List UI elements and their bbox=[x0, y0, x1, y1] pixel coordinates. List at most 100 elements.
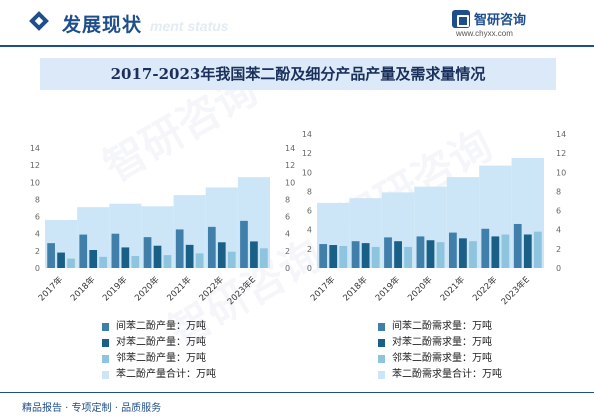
y-tick-label-right: 8 bbox=[285, 195, 290, 204]
bar-meta bbox=[351, 241, 360, 268]
legend-label: 对苯二酚需求量：万吨 bbox=[392, 337, 492, 348]
y-tick-label-right: 4 bbox=[556, 226, 561, 235]
y-tick-label-left: 2 bbox=[307, 245, 312, 254]
y-tick-label-left: 2 bbox=[35, 247, 40, 256]
logo-icon bbox=[452, 10, 470, 28]
legend-label: 苯二酚产量合计：万吨 bbox=[116, 369, 216, 380]
bar-ortho bbox=[163, 255, 172, 268]
y-tick-label-right: 12 bbox=[556, 149, 566, 158]
legend-label: 邻苯二酚需求量：万吨 bbox=[392, 353, 492, 364]
bar-ortho bbox=[195, 253, 204, 268]
bar-ortho bbox=[436, 242, 445, 268]
y-tick-label-right: 14 bbox=[285, 144, 295, 153]
bar-para bbox=[426, 240, 435, 268]
section-title: 发展现状 bbox=[62, 14, 143, 36]
page-header: 发展现状 ment status 智研咨询 www.chyxx.com bbox=[0, 0, 594, 47]
bar-ortho bbox=[371, 246, 380, 268]
bar-ortho bbox=[339, 245, 348, 268]
y-tick-label-right: 2 bbox=[556, 245, 561, 254]
bar-meta bbox=[513, 223, 522, 268]
bar-meta bbox=[384, 237, 392, 268]
y-tick-label-left: 10 bbox=[30, 178, 40, 187]
y-tick-label-left: 14 bbox=[30, 144, 40, 153]
legend-swatch bbox=[378, 371, 385, 379]
x-tick-label: 2022年 bbox=[197, 274, 226, 303]
header-divider bbox=[0, 45, 594, 47]
bar-para bbox=[394, 241, 402, 268]
bar-meta bbox=[79, 234, 88, 268]
x-tick-label: 2018年 bbox=[68, 274, 97, 303]
x-tick-label: 2019年 bbox=[373, 274, 402, 303]
y-tick-label-left: 0 bbox=[35, 264, 40, 273]
logo-url: www.chyxx.com bbox=[456, 29, 513, 38]
x-tick-label: 2022年 bbox=[470, 274, 499, 303]
bar-para bbox=[523, 234, 532, 268]
chart-title: 2017-2023年我国苯二酚及细分产品产量及需求量情况 bbox=[110, 65, 486, 83]
bar-para bbox=[153, 245, 162, 268]
bar-para bbox=[217, 242, 226, 268]
section-subtitle-ghost: ment status bbox=[150, 18, 229, 34]
footer-tagline: 精品报告 · 专项定制 · 品质服务 bbox=[22, 403, 162, 414]
bar-ortho bbox=[99, 256, 108, 268]
bar-para bbox=[361, 243, 370, 268]
legend-label: 对苯二酚产量：万吨 bbox=[116, 337, 206, 348]
y-tick-label-left: 4 bbox=[307, 226, 312, 235]
legend-label: 间苯二酚需求量：万吨 bbox=[392, 321, 492, 332]
y-tick-label-right: 0 bbox=[556, 264, 561, 273]
y-tick-label-left: 14 bbox=[302, 130, 312, 139]
bar-ortho bbox=[227, 251, 236, 268]
bar-meta bbox=[111, 233, 120, 268]
legend-swatch bbox=[102, 323, 109, 331]
y-tick-label-left: 10 bbox=[302, 168, 312, 177]
legend-swatch bbox=[102, 371, 109, 379]
y-tick-label-right: 14 bbox=[556, 130, 566, 139]
bar-ortho bbox=[533, 231, 542, 268]
x-tick-label: 2021年 bbox=[438, 274, 467, 303]
bar-meta bbox=[143, 237, 152, 268]
y-tick-label-left: 0 bbox=[307, 264, 312, 273]
y-tick-label-right: 0 bbox=[285, 264, 290, 273]
bar-meta bbox=[47, 243, 55, 268]
bar-meta bbox=[240, 220, 248, 268]
bar-meta bbox=[481, 228, 490, 268]
bar-para bbox=[121, 247, 130, 268]
y-tick-label-left: 8 bbox=[35, 195, 40, 204]
bar-meta bbox=[448, 232, 457, 268]
footer-divider bbox=[0, 392, 594, 393]
legend-swatch bbox=[378, 323, 385, 331]
x-tick-label: 2021年 bbox=[165, 274, 194, 303]
bar-para bbox=[250, 241, 258, 268]
bar-ortho bbox=[404, 246, 413, 268]
x-tick-label: 2019年 bbox=[100, 274, 129, 303]
legend-label: 间苯二酚产量：万吨 bbox=[116, 321, 206, 332]
y-tick-label-right: 10 bbox=[556, 168, 566, 177]
legend-swatch bbox=[102, 339, 109, 347]
x-tick-label: 2017年 bbox=[308, 274, 337, 303]
y-tick-label-left: 6 bbox=[35, 213, 40, 222]
legend-swatch bbox=[378, 355, 385, 363]
bar-para bbox=[185, 244, 194, 268]
y-tick-label-right: 6 bbox=[556, 207, 561, 216]
bar-meta bbox=[319, 244, 328, 268]
legend-swatch bbox=[102, 355, 109, 363]
bar-para bbox=[89, 250, 98, 268]
bar-meta bbox=[416, 236, 425, 268]
bar-para bbox=[491, 236, 500, 268]
legend-label: 苯二酚需求量合计：万吨 bbox=[392, 369, 502, 380]
y-tick-label-left: 8 bbox=[307, 187, 312, 196]
bar-ortho bbox=[131, 256, 140, 268]
legend-swatch bbox=[378, 339, 385, 347]
brand-logo: 智研咨询 www.chyxx.com bbox=[452, 8, 572, 40]
bar-ortho bbox=[469, 241, 477, 268]
y-tick-label-right: 8 bbox=[556, 187, 561, 196]
diamond-icon bbox=[29, 11, 49, 31]
chart-title-banner: 2017-2023年我国苯二酚及细分产品产量及需求量情况 bbox=[40, 58, 556, 90]
legend-label: 邻苯二酚产量：万吨 bbox=[116, 353, 206, 364]
y-tick-label-right: 12 bbox=[285, 161, 295, 170]
bar-ortho bbox=[67, 258, 75, 268]
x-tick-label: 2020年 bbox=[406, 274, 435, 303]
bar-para bbox=[459, 238, 467, 268]
y-tick-label-left: 4 bbox=[35, 230, 40, 239]
bar-meta bbox=[207, 226, 216, 268]
